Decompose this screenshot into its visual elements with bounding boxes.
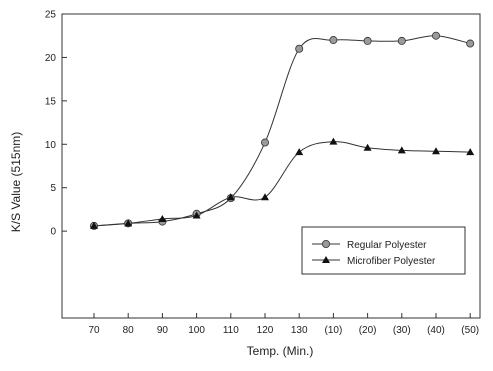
data-point-microfiber xyxy=(329,137,338,145)
data-point-microfiber xyxy=(192,211,201,219)
x-tick-label: 110 xyxy=(223,325,239,336)
series-line-microfiber xyxy=(93,141,471,227)
x-tick-label: (30) xyxy=(393,325,411,336)
legend-label-regular: Regular Polyester xyxy=(347,240,427,251)
data-point-microfiber xyxy=(466,148,475,156)
x-axis-title: Temp. (Min.) xyxy=(247,344,314,358)
data-point-microfiber xyxy=(363,143,372,151)
series-lines xyxy=(93,35,471,227)
y-tick-label: 20 xyxy=(45,53,57,64)
data-point-microfiber xyxy=(397,146,406,154)
data-point-regular xyxy=(363,36,372,45)
data-point-regular xyxy=(260,138,269,147)
y-tick-label: 10 xyxy=(45,140,57,151)
data-point-microfiber xyxy=(261,193,269,201)
x-tick-label: 130 xyxy=(291,325,308,336)
legend-marker-regular xyxy=(321,239,330,248)
data-point-regular xyxy=(295,44,304,53)
plot-area xyxy=(61,13,481,319)
y-axis: 0 5 10 15 20 25 xyxy=(45,10,67,238)
y-tick-label: 0 xyxy=(50,227,56,238)
data-point-regular xyxy=(329,36,338,45)
series-line-regular xyxy=(93,35,471,227)
plot-frame xyxy=(61,13,481,319)
x-axis: 70 80 90 100 110 120 130 (10) (20) (30) (40) (50) xyxy=(88,313,479,336)
legend-marker-microfiber xyxy=(322,256,330,263)
y-axis-title: K/S Value (515nm) xyxy=(9,132,23,233)
x-tick-label: (10) xyxy=(325,325,343,336)
x-tick-label: 100 xyxy=(188,325,205,336)
legend: Regular Polyester Microfiber Polyester xyxy=(301,226,466,275)
x-tick-label: (40) xyxy=(427,325,445,336)
x-tick-label: (20) xyxy=(359,325,377,336)
data-point-regular xyxy=(431,31,440,40)
y-tick-label: 25 xyxy=(45,10,57,21)
x-tick-label: (50) xyxy=(461,325,479,336)
x-tick-label: 90 xyxy=(157,325,169,336)
series-markers xyxy=(90,31,475,230)
x-tick-label: 70 xyxy=(88,325,100,336)
legend-box xyxy=(301,226,466,275)
legend-label-microfiber: Microfiber Polyester xyxy=(347,256,436,267)
x-tick-label: 120 xyxy=(257,325,274,336)
data-point-microfiber xyxy=(226,193,235,201)
data-point-regular xyxy=(466,39,475,48)
data-point-microfiber xyxy=(295,148,304,156)
data-point-microfiber xyxy=(432,147,440,155)
x-tick-label: 80 xyxy=(123,325,135,336)
y-tick-label: 15 xyxy=(45,96,57,107)
data-point-microfiber xyxy=(124,219,133,227)
data-point-regular xyxy=(397,36,406,45)
data-point-microfiber xyxy=(90,221,98,229)
data-point-microfiber xyxy=(158,214,167,222)
y-tick-label: 5 xyxy=(50,183,56,194)
